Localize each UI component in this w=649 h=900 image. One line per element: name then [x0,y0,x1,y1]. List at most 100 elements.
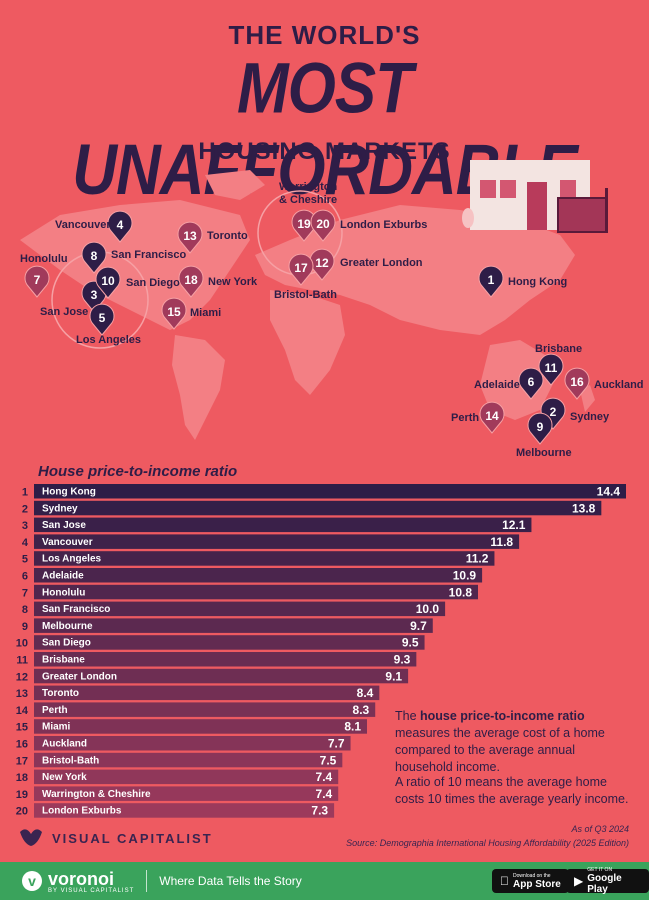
bar-label: San Jose [42,520,86,531]
bar-rank: 13 [16,688,28,700]
map-pin: 11 [538,353,564,386]
map-pin: 20 [310,209,336,242]
bar-label: Honolulu [42,587,85,598]
pin-city: Toronto [207,230,248,242]
bar-value: 10.8 [449,585,473,599]
pin-city: Miami [190,307,221,319]
pin-shape [479,401,505,434]
bar [34,534,520,549]
bar-value: 7.5 [320,753,337,767]
bar [34,769,339,785]
visual-capitalist-logo: VISUAL CAPITALIST [18,828,213,848]
app-store-button[interactable]:  Download on the App Store [492,869,569,893]
map-pin: 15 [161,297,187,330]
pin-rank: 17 [294,261,308,275]
voronoi-logo[interactable]: v voronoi BY VISUAL CAPITALIST [22,869,134,894]
bar [34,702,376,717]
bar-rank: 12 [16,671,28,683]
bar [34,635,425,650]
pin-city: Honolulu [20,253,68,265]
bar-value: 13.8 [572,501,596,515]
bar-label: Los Angeles [42,554,102,565]
bar [34,685,380,701]
pin-city: Los Angeles [76,334,141,346]
pin-shape [178,265,204,298]
note-text-pre: The [395,709,421,723]
bar-rank: 11 [16,655,28,667]
bar-label: Toronto [42,688,79,699]
pin-rank: 2 [550,405,557,419]
bar-label: Sydney [42,503,78,514]
bar [34,803,335,818]
pin-shape [161,297,187,330]
pin-shape [310,209,336,242]
map-pin: 18 [178,265,204,298]
bar [34,584,478,600]
as-of-date: As of Q3 2024 [571,824,629,834]
footer-divider [146,870,148,892]
pin-city: Hong Kong [508,276,567,288]
bar-label: Greater London [42,671,117,682]
pin-city: Melbourne [516,447,572,459]
map-pin: 5 [89,303,115,336]
bar-label: Melbourne [42,621,93,632]
bar-rank: 14 [16,705,29,717]
apple-icon:  [500,874,509,888]
pin-shape [89,303,115,336]
pin-rank: 14 [485,409,499,423]
bar-value: 10.0 [416,602,440,616]
bar-rank: 1 [22,487,28,499]
bar-value: 12.1 [502,518,526,532]
pin-city: Vancouver [55,219,111,231]
pin-shape [478,265,504,298]
map-pin: 16 [564,367,590,400]
bar-rank: 19 [16,789,28,801]
bar-rank: 3 [22,520,28,532]
bar-value: 7.4 [316,787,333,801]
play-icon: ▶ [574,874,584,888]
pin-rank: 3 [91,288,98,302]
bar-rank: 6 [22,571,28,583]
map-pin: 17 [288,253,314,286]
bar-label: Auckland [42,739,87,750]
pin-rank: 10 [101,274,115,288]
bar-rank: 8 [22,604,28,616]
bar [34,500,602,516]
pin-rank: 12 [315,256,329,270]
note-text-bold: house price-to-income ratio [420,709,585,723]
bar-label: San Francisco [42,604,110,615]
pin-city: San Jose [40,306,88,318]
title-line-3: HOUSING MARKETS [198,138,451,165]
bar-rank: 10 [16,638,28,650]
pin-rank: 9 [537,420,544,434]
pin-city: New York [208,276,258,288]
pin-city: Auckland [594,379,644,391]
map-pin: 7 [24,265,50,298]
google-play-button[interactable]: ▶ GET IT ON Google Play [566,867,649,895]
pin-shape [538,353,564,386]
pin-city: Adelaide [474,379,520,391]
bar-label: Adelaide [42,571,84,582]
bar-value: 9.1 [385,669,402,683]
source-note: Source: Demographia International Housin… [346,838,629,848]
pin-shape [518,367,544,400]
bar-value: 9.5 [402,636,419,650]
pin-shape [81,241,107,274]
pin-rank: 8 [91,249,98,263]
map-pin: 10 [95,266,121,299]
bar-rank: 5 [22,554,28,566]
google-play-small: GET IT ON [587,867,613,873]
bar-rank: 17 [16,755,28,767]
bar-value: 8.1 [344,720,361,734]
bar-rank: 18 [16,772,28,784]
bar-chart: House price-to-income ratio 1 Hong Kong 14… [16,463,626,818]
app-store-big: App Store [504,878,561,890]
bar [34,551,495,566]
map-pin: 14 [479,401,505,434]
vc-mark-icon [20,829,42,846]
bar-label: Hong Kong [42,487,96,498]
pin-rank: 4 [117,218,124,232]
bar-value: 7.7 [328,737,345,751]
bar-label: New York [42,772,87,783]
